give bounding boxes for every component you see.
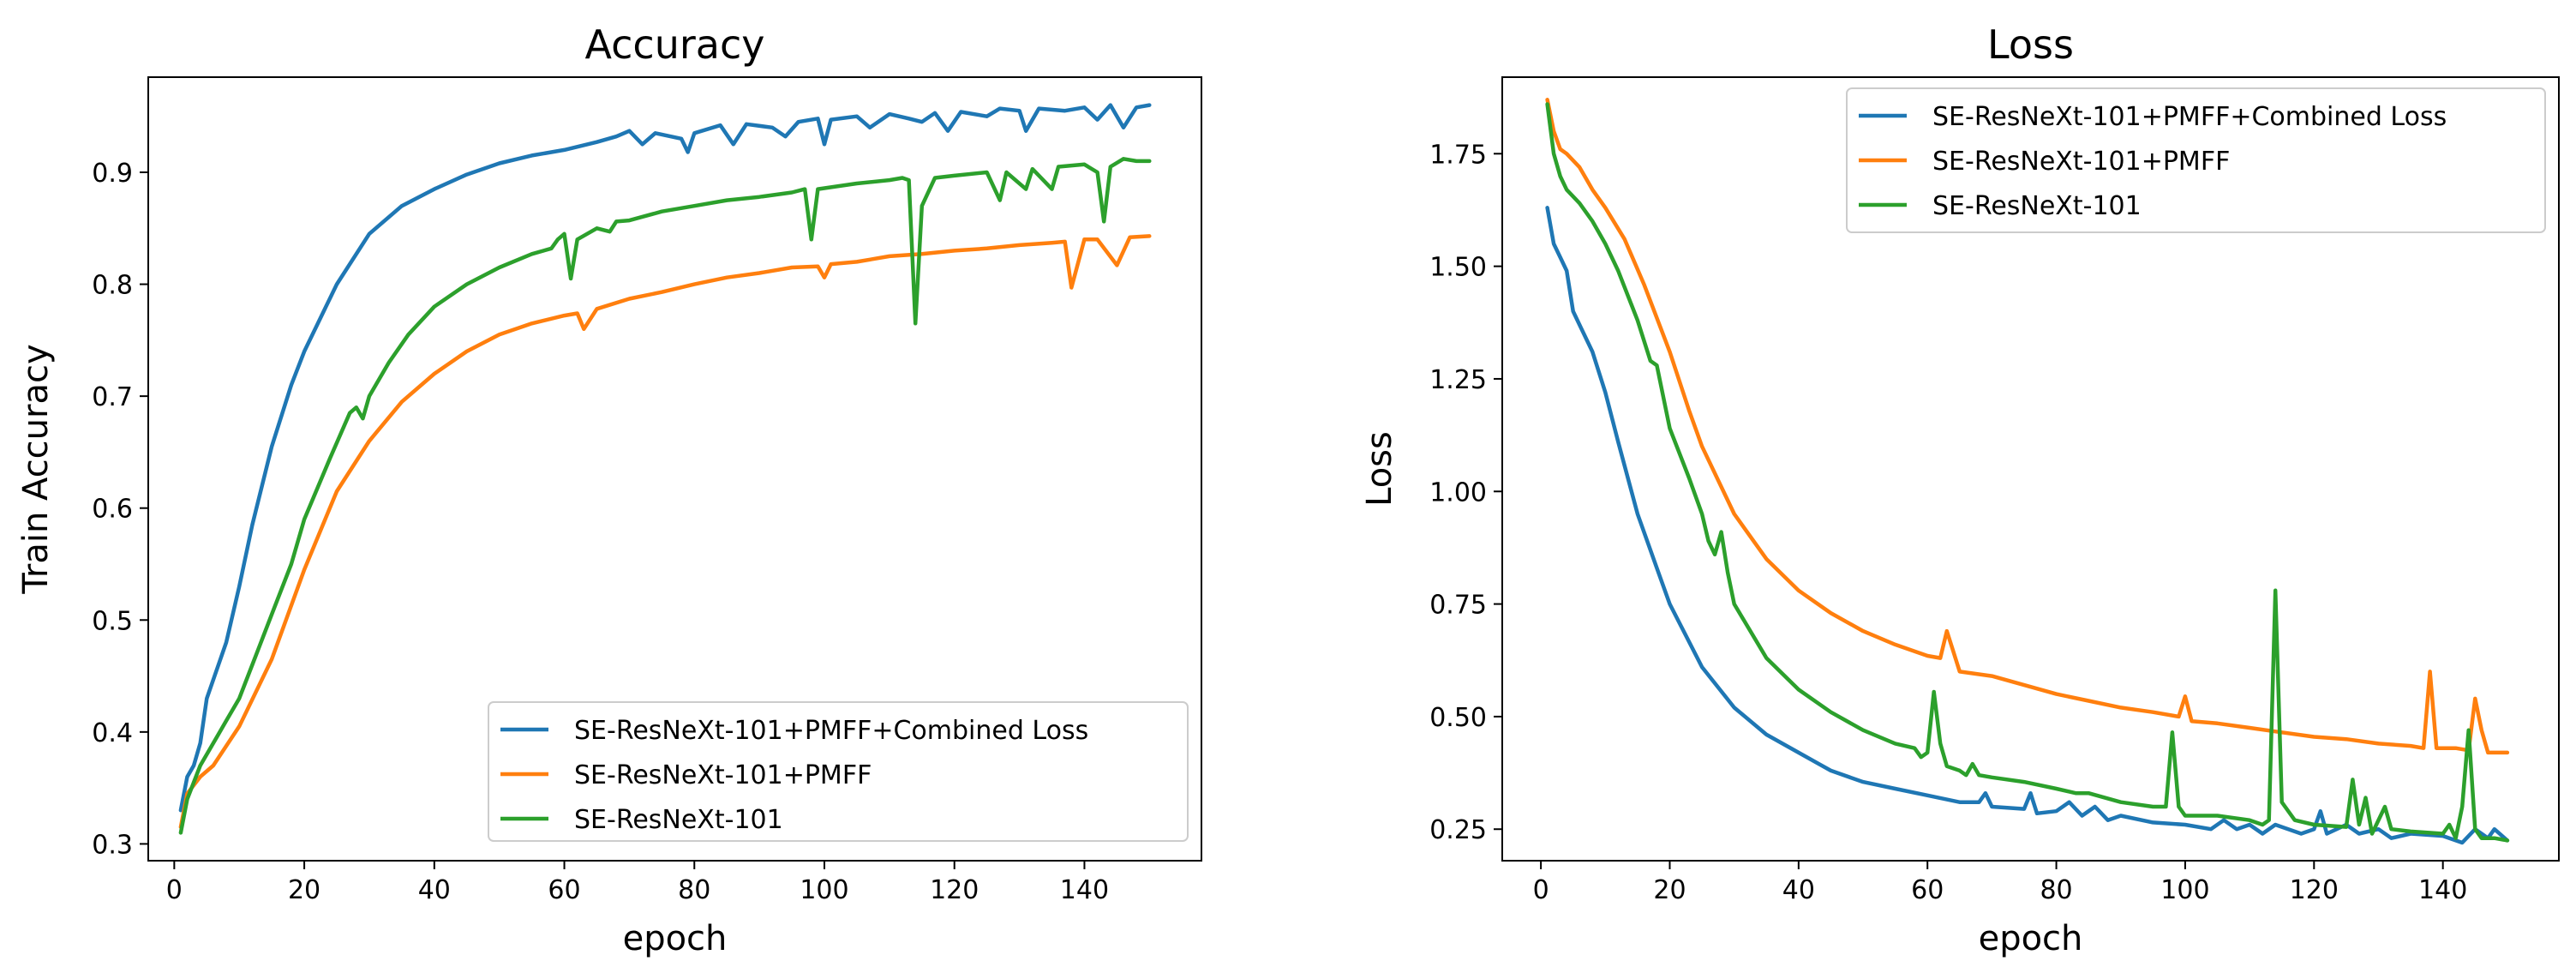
x-tick-label: 40 — [1782, 875, 1815, 905]
x-axis-label: epoch — [623, 919, 728, 958]
x-tick-label: 40 — [418, 875, 451, 905]
y-tick-label: 1.50 — [1429, 253, 1487, 283]
series-line-1 — [178, 103, 1152, 813]
series-line-2 — [1545, 98, 2510, 755]
x-tick-label: 120 — [930, 875, 979, 905]
x-tick-label: 80 — [678, 875, 710, 905]
y-tick-label: 0.7 — [92, 382, 133, 412]
x-tick-label: 80 — [2040, 875, 2072, 905]
series-line-2 — [178, 234, 1152, 830]
legend-label: SE-ResNeXt-101+PMFF+Combined Loss — [1932, 102, 2447, 132]
y-axis-label: Train Accuracy — [16, 344, 56, 594]
x-tick-label: 20 — [288, 875, 321, 905]
chart-title: Accuracy — [584, 21, 764, 68]
series-line-3 — [1545, 102, 2510, 843]
legend: SE-ResNeXt-101+PMFF+Combined Loss SE-ResN… — [488, 701, 1189, 842]
axes-frame — [1501, 76, 2560, 862]
y-tick-label: 1.00 — [1429, 477, 1487, 508]
legend-label: SE-ResNeXt-101 — [1932, 191, 2142, 221]
x-tick-label: 100 — [2160, 875, 2209, 905]
y-tick-label: 0.8 — [92, 271, 133, 301]
x-axis-label: epoch — [1979, 919, 2083, 958]
legend: SE-ResNeXt-101+PMFF+Combined Loss SE-ResN… — [1846, 87, 2546, 233]
y-tick-label: 0.9 — [92, 159, 133, 189]
y-axis-label: Loss — [1360, 431, 1399, 507]
legend-box — [488, 701, 1189, 842]
y-tick-label: 1.75 — [1429, 140, 1487, 170]
chart-accuracy: Accuracy 0 20 40 60 80 100 120 140 0.3 0.4 0.5 0.6 0.… — [16, 21, 1202, 958]
legend-label: SE-ResNeXt-101 — [574, 805, 783, 835]
series-line-1 — [1545, 206, 2510, 845]
chart-loss: Loss 0 20 40 60 80 100 120 140 0.25 0.50 0.75 1.00 1.… — [1360, 21, 2560, 958]
y-tick-label: 0.4 — [92, 718, 133, 748]
y-tick-label: 0.25 — [1429, 815, 1487, 845]
series-line-3 — [178, 157, 1152, 835]
x-tick-label: 0 — [1533, 875, 1549, 905]
series-group — [1545, 98, 2510, 845]
legend-box — [1846, 87, 2546, 233]
chart-title: Loss — [1987, 21, 2074, 68]
legend-label: SE-ResNeXt-101+PMFF — [574, 760, 872, 790]
y-tick-label: 0.6 — [92, 495, 133, 525]
series-group — [178, 103, 1152, 835]
x-tick-label: 60 — [1911, 875, 1944, 905]
y-tick-label: 0.5 — [92, 606, 133, 636]
x-tick-label: 140 — [1060, 875, 1109, 905]
y-tick-label: 1.25 — [1429, 365, 1487, 395]
legend-label: SE-ResNeXt-101+PMFF+Combined Loss — [574, 716, 1088, 746]
x-tick-label: 120 — [2290, 875, 2339, 905]
y-tick-label: 0.3 — [92, 830, 133, 860]
x-tick-label: 140 — [2418, 875, 2467, 905]
y-tick-label: 0.75 — [1429, 591, 1487, 621]
x-tick-label: 20 — [1653, 875, 1686, 905]
x-tick-label: 100 — [800, 875, 848, 905]
y-tick-label: 0.50 — [1429, 703, 1487, 733]
x-tick-label: 0 — [166, 875, 183, 905]
x-tick-label: 60 — [548, 875, 580, 905]
legend-label: SE-ResNeXt-101+PMFF — [1932, 147, 2230, 177]
axes-frame — [147, 76, 1202, 862]
